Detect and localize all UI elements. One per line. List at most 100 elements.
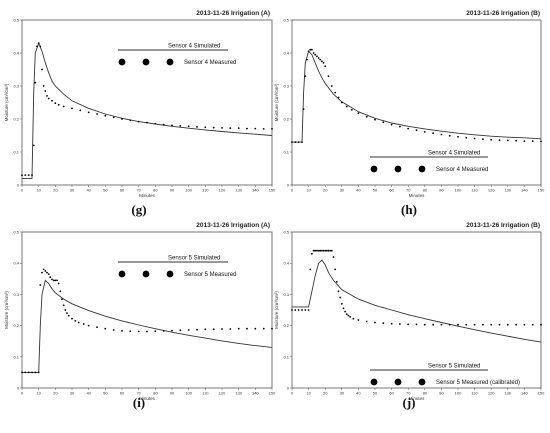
measured-point [304, 309, 307, 311]
x-tick-label: 150 [538, 188, 545, 193]
legend-marker-swatch [418, 378, 426, 386]
measured-point [342, 307, 345, 310]
measured-point [498, 139, 501, 142]
measured-point [212, 328, 215, 331]
y-tick-label: 0 [287, 183, 290, 188]
measured-point [27, 371, 30, 374]
measured-point [46, 95, 48, 97]
x-tick-label: 150 [269, 391, 276, 396]
y-tick-label: 0.1 [283, 150, 289, 155]
measured-point [179, 329, 182, 332]
x-tick-label: 100 [185, 188, 192, 193]
measured-point [322, 249, 325, 252]
y-tick-label: 0.3 [283, 84, 289, 89]
measured-point [306, 58, 308, 61]
x-tick-label: 80 [153, 188, 158, 193]
measured-point [71, 317, 73, 320]
measured-point [27, 174, 30, 177]
legend-marker-swatch [418, 165, 426, 173]
x-tick-label: 130 [504, 391, 511, 396]
panel-label: (g) [131, 202, 146, 217]
measured-point [390, 123, 393, 126]
x-tick-label: 30 [340, 391, 345, 396]
measured-point [187, 329, 190, 331]
measured-point [39, 45, 42, 48]
measured-point [237, 127, 240, 130]
measured-point [347, 314, 350, 317]
x-tick-label: 0 [21, 188, 24, 193]
panel-label: (h) [401, 202, 417, 217]
x-tick-label: 70 [406, 391, 411, 396]
measured-point [440, 323, 443, 326]
legend-marker-swatch [142, 58, 150, 66]
measured-point [399, 125, 401, 128]
measured-point [246, 127, 248, 130]
panel-title: 2013-11-26 Irrigation (B) [466, 222, 540, 229]
legend: Sensor 4 Simulated Sensor 4 Measured [118, 44, 236, 66]
measured-point [171, 329, 173, 332]
measured-point [302, 108, 305, 110]
x-tick-label: 40 [356, 391, 361, 396]
measured-point [345, 105, 348, 108]
x-tick-label: 0 [291, 188, 294, 193]
measured-point [229, 127, 232, 130]
x-tick-label: 110 [471, 188, 478, 193]
measured-point [357, 319, 360, 321]
y-tick-label: 0.4 [13, 261, 19, 266]
y-tick-label: 0.4 [283, 51, 289, 56]
y-tick-label: 0.1 [283, 354, 289, 359]
measured-point [54, 279, 57, 282]
measured-point [326, 249, 328, 252]
y-tick-label: 0.2 [283, 117, 289, 122]
measured-point [196, 126, 198, 128]
measured-point [96, 326, 98, 329]
x-tick-label: 30 [70, 391, 75, 396]
measured-point [540, 140, 542, 143]
measured-point [187, 125, 190, 128]
measured-point [77, 321, 80, 324]
measured-point [506, 323, 509, 326]
measured-point [531, 140, 534, 143]
x-axis-label: Minutes [139, 193, 156, 198]
chart-panel-h: 2013-11-26 Irrigation (B) 0 10 20 30 40 50 60 70… [274, 10, 545, 217]
measured-point [221, 127, 223, 129]
x-tick-label: 120 [219, 391, 226, 396]
y-tick-label: 0.3 [13, 292, 19, 297]
legend-label-simulated: Sensor 4 Simulated [168, 44, 220, 50]
legend: Sensor 4 Simulated Sensor 4 Measured [370, 151, 488, 173]
measured-point [335, 281, 338, 283]
measured-point [154, 122, 157, 125]
x-tick-label: 120 [488, 188, 495, 193]
chart-panel-j: 2013-11-26 Irrigation (B) 0 10 20 30 40 50 60 70… [274, 222, 545, 410]
measured-point [457, 323, 459, 326]
measured-point [329, 249, 332, 252]
measured-point [357, 112, 360, 114]
measured-point [204, 328, 207, 331]
measured-point [321, 249, 323, 252]
legend-label-measured: Sensor 4 Measured [436, 167, 488, 173]
x-tick-label: 90 [439, 391, 444, 396]
y-tick-label: 0.3 [283, 292, 289, 297]
y-axis-label: Moisture (cm³/cm³) [4, 291, 9, 329]
panel-title: 2013-11-26 Irrigation (A) [196, 10, 270, 17]
measured-point [71, 107, 73, 110]
x-tick-label: 10 [306, 391, 311, 396]
simulated-line [292, 259, 542, 343]
measured-point [312, 52, 315, 54]
measured-point [432, 132, 434, 135]
measured-point [171, 124, 173, 127]
measured-point [32, 144, 35, 147]
measured-point [490, 323, 493, 326]
measured-point [82, 323, 85, 325]
measured-point [41, 68, 43, 71]
x-tick-label: 20 [53, 391, 58, 396]
x-tick-label: 50 [373, 391, 378, 396]
measured-point [415, 323, 418, 326]
measured-point [314, 53, 317, 56]
legend-label-measured: Sensor 5 Measured [184, 272, 236, 278]
measured-point [304, 75, 307, 77]
measured-point [327, 75, 330, 77]
x-tick-label: 90 [170, 391, 175, 396]
measured-point [415, 129, 418, 132]
